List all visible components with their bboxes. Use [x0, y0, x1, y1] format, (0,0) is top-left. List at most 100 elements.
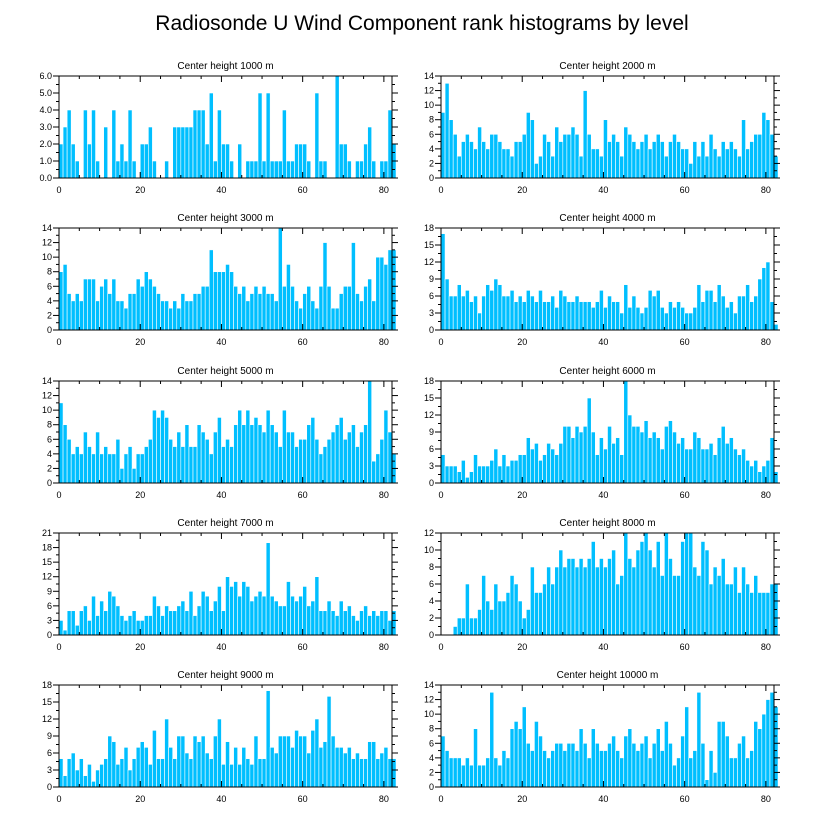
x-tick-label: 40 [598, 337, 608, 347]
histogram-bar [359, 758, 364, 788]
histogram-bar [314, 718, 320, 788]
histogram-bar [737, 742, 742, 788]
histogram-bar [208, 453, 214, 484]
histogram-bar [635, 426, 641, 484]
histogram-bar [664, 155, 669, 179]
histogram-bar [387, 109, 393, 179]
histogram-bar [517, 600, 523, 636]
histogram-bar [302, 438, 308, 484]
histogram-bar [70, 143, 76, 179]
y-tick-label: 2 [47, 463, 52, 473]
histogram-bar [355, 160, 360, 179]
histogram-bar [696, 155, 702, 179]
histogram-bar [58, 143, 64, 179]
x-tick-label: 60 [680, 185, 690, 195]
histogram-bar [765, 261, 771, 331]
histogram-bar [676, 301, 681, 331]
histogram-bar [277, 227, 283, 331]
histogram-bar [196, 293, 202, 331]
histogram-bar [627, 414, 633, 484]
histogram-bar [298, 438, 303, 484]
histogram-bar [359, 160, 364, 179]
histogram-bar [318, 453, 324, 484]
histogram-bar [103, 278, 109, 331]
y-tick-label: 0 [429, 782, 434, 792]
panel-title: Center height 6000 m [559, 366, 655, 377]
histogram-bar [477, 609, 482, 636]
histogram-bar [123, 307, 129, 331]
histogram-bar [672, 431, 677, 484]
histogram-bar [286, 160, 291, 179]
histogram-bar [659, 448, 665, 484]
histogram-bar [111, 109, 117, 179]
histogram-bar [566, 558, 572, 636]
histogram-bar [225, 264, 230, 331]
histogram-bar [355, 620, 360, 636]
y-tick-label: 12 [424, 410, 434, 420]
histogram-bar [229, 586, 234, 636]
histogram-bar [615, 437, 620, 484]
histogram-bar [249, 160, 255, 179]
histogram-bar [672, 133, 677, 179]
histogram-bar [306, 605, 312, 636]
histogram-bar [286, 581, 291, 636]
histogram-bar [347, 747, 352, 788]
chart-panel: Center height 9000 m 0 20 40 60 80 0 3 6 9 12 15 18 [42, 670, 398, 804]
histogram-bar [517, 295, 523, 331]
histogram-bar [509, 460, 515, 484]
histogram-bar [501, 750, 507, 788]
histogram-bar [176, 735, 182, 788]
histogram-bar [188, 300, 194, 331]
histogram-bar [769, 437, 775, 484]
histogram-bar [152, 730, 157, 788]
histogram-bar [505, 757, 511, 788]
chart-panel: Center height 5000 m 0 20 40 60 80 0 2 4 6 8 10 12 14 [42, 366, 398, 500]
histogram-bar [664, 532, 669, 636]
histogram-bar [749, 141, 754, 179]
histogram-bar [489, 691, 495, 788]
histogram-bar [655, 437, 661, 484]
histogram-bar [542, 750, 547, 788]
histogram-bar [542, 301, 547, 331]
histogram-bar [448, 295, 454, 331]
histogram-bar [566, 742, 572, 788]
histogram-bar [322, 741, 328, 788]
histogram-bar [465, 757, 470, 788]
histogram-bar [720, 721, 726, 788]
histogram-bar [538, 155, 543, 179]
histogram-bar [66, 610, 72, 636]
histogram-bar [127, 293, 133, 331]
histogram-bar [367, 126, 372, 179]
histogram-bar [599, 290, 604, 331]
histogram-bar [253, 160, 259, 179]
y-tick-label: 3 [47, 615, 52, 625]
histogram-bar [249, 600, 255, 636]
x-tick-label: 20 [517, 490, 527, 500]
histogram-bar [204, 752, 210, 788]
histogram-bar [338, 600, 344, 636]
histogram-bar [627, 307, 633, 331]
histogram-bar [131, 293, 137, 331]
histogram-bar [200, 285, 206, 331]
histogram-bar [347, 160, 352, 179]
histogram-bar [692, 566, 698, 636]
histogram-bar [241, 424, 247, 484]
histogram-bar [249, 764, 255, 788]
histogram-bar [501, 295, 507, 331]
histogram-bar [58, 402, 64, 484]
histogram-bar [477, 126, 482, 179]
histogram-bar [469, 471, 474, 484]
histogram-bar [188, 446, 194, 484]
histogram-bar [513, 301, 519, 331]
histogram-bar [290, 747, 295, 788]
histogram-bar [172, 610, 178, 636]
histogram-bar [590, 728, 596, 788]
histogram-bar [131, 160, 137, 179]
histogram-bar [66, 293, 72, 331]
histogram-bar [318, 285, 324, 331]
histogram-bar [769, 583, 775, 636]
histogram-bar [603, 448, 608, 484]
x-tick-label: 60 [298, 337, 308, 347]
histogram-bar [245, 409, 251, 484]
histogram-bar [550, 155, 556, 179]
